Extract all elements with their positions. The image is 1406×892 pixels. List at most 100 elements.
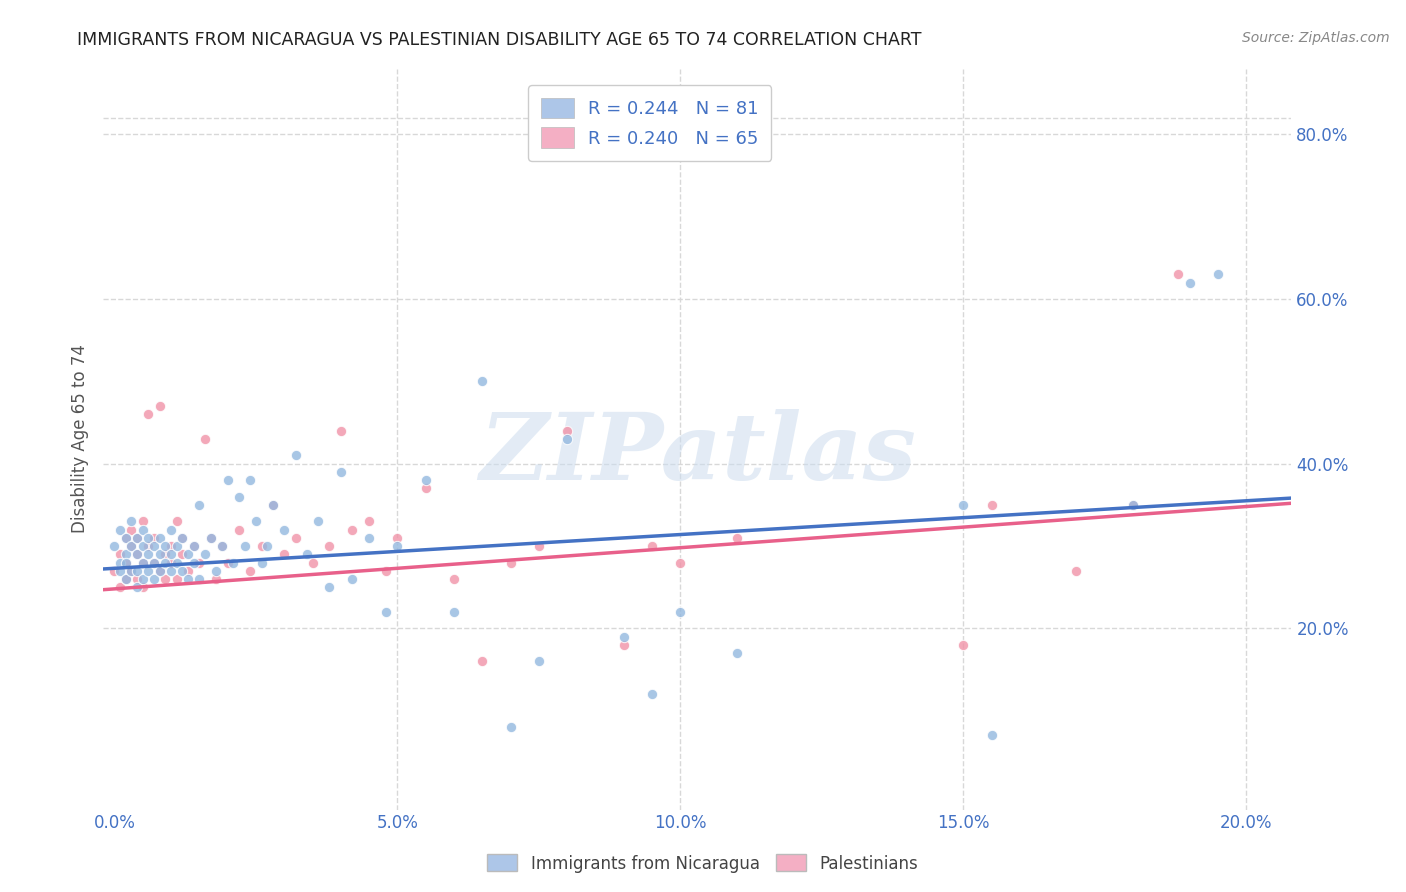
Point bbox=[555, 424, 578, 438]
Point bbox=[188, 498, 211, 512]
Point bbox=[166, 539, 188, 553]
Point bbox=[284, 449, 307, 463]
Point bbox=[340, 523, 363, 537]
Point bbox=[120, 539, 142, 553]
Point bbox=[222, 556, 245, 570]
Point bbox=[149, 564, 172, 578]
Point bbox=[200, 531, 222, 545]
Point bbox=[188, 556, 211, 570]
Point bbox=[183, 539, 205, 553]
Point bbox=[375, 605, 398, 619]
Point bbox=[211, 539, 233, 553]
Point bbox=[160, 539, 183, 553]
Text: IMMIGRANTS FROM NICARAGUA VS PALESTINIAN DISABILITY AGE 65 TO 74 CORRELATION CHA: IMMIGRANTS FROM NICARAGUA VS PALESTINIAN… bbox=[77, 31, 922, 49]
Point bbox=[125, 531, 148, 545]
Point bbox=[166, 514, 188, 528]
Point bbox=[138, 564, 160, 578]
Point bbox=[318, 539, 340, 553]
Point bbox=[284, 531, 307, 545]
Point bbox=[205, 564, 228, 578]
Point bbox=[125, 572, 148, 586]
Point bbox=[120, 564, 142, 578]
Point bbox=[177, 572, 200, 586]
Point bbox=[125, 531, 148, 545]
Point bbox=[120, 564, 142, 578]
Point bbox=[443, 605, 465, 619]
Point bbox=[415, 482, 437, 496]
Point bbox=[250, 556, 273, 570]
Point bbox=[499, 556, 522, 570]
Point bbox=[301, 556, 323, 570]
Point bbox=[160, 547, 183, 561]
Point bbox=[108, 564, 131, 578]
Point bbox=[329, 465, 352, 479]
Point bbox=[114, 547, 136, 561]
Point bbox=[114, 572, 136, 586]
Point bbox=[155, 547, 177, 561]
Legend: R = 0.244   N = 81, R = 0.240   N = 65: R = 0.244 N = 81, R = 0.240 N = 65 bbox=[529, 85, 770, 161]
Point bbox=[228, 523, 250, 537]
Point bbox=[262, 498, 284, 512]
Point bbox=[108, 580, 131, 594]
Point bbox=[188, 572, 211, 586]
Point bbox=[166, 556, 188, 570]
Point bbox=[273, 547, 295, 561]
Point bbox=[172, 547, 194, 561]
Point bbox=[980, 498, 1002, 512]
Point bbox=[1122, 498, 1144, 512]
Point bbox=[149, 399, 172, 413]
Point bbox=[125, 547, 148, 561]
Point bbox=[108, 547, 131, 561]
Point bbox=[527, 539, 550, 553]
Point bbox=[375, 564, 398, 578]
Point bbox=[233, 539, 256, 553]
Point bbox=[443, 572, 465, 586]
Point bbox=[177, 564, 200, 578]
Point bbox=[205, 572, 228, 586]
Point bbox=[166, 572, 188, 586]
Point bbox=[108, 556, 131, 570]
Point bbox=[613, 630, 636, 644]
Point bbox=[132, 580, 155, 594]
Point bbox=[641, 539, 664, 553]
Point bbox=[103, 539, 125, 553]
Point bbox=[125, 564, 148, 578]
Point bbox=[125, 580, 148, 594]
Point bbox=[387, 539, 409, 553]
Point bbox=[527, 654, 550, 668]
Point bbox=[143, 539, 166, 553]
Point bbox=[114, 556, 136, 570]
Point bbox=[149, 547, 172, 561]
Point bbox=[172, 531, 194, 545]
Point bbox=[138, 539, 160, 553]
Point bbox=[103, 564, 125, 578]
Point bbox=[155, 556, 177, 570]
Point bbox=[143, 531, 166, 545]
Point bbox=[245, 514, 267, 528]
Point bbox=[555, 432, 578, 446]
Point bbox=[1122, 498, 1144, 512]
Point bbox=[217, 556, 239, 570]
Point bbox=[613, 638, 636, 652]
Point bbox=[108, 523, 131, 537]
Point bbox=[138, 547, 160, 561]
Point bbox=[160, 556, 183, 570]
Point bbox=[172, 564, 194, 578]
Point bbox=[239, 473, 262, 487]
Point bbox=[725, 646, 748, 660]
Point bbox=[155, 539, 177, 553]
Legend: Immigrants from Nicaragua, Palestinians: Immigrants from Nicaragua, Palestinians bbox=[481, 847, 925, 880]
Point bbox=[340, 572, 363, 586]
Point bbox=[194, 547, 217, 561]
Point bbox=[239, 564, 262, 578]
Point bbox=[143, 556, 166, 570]
Point bbox=[132, 556, 155, 570]
Point bbox=[155, 572, 177, 586]
Point bbox=[183, 556, 205, 570]
Point bbox=[359, 514, 381, 528]
Point bbox=[132, 539, 155, 553]
Point bbox=[471, 375, 494, 389]
Point bbox=[669, 556, 692, 570]
Point bbox=[228, 490, 250, 504]
Point bbox=[132, 572, 155, 586]
